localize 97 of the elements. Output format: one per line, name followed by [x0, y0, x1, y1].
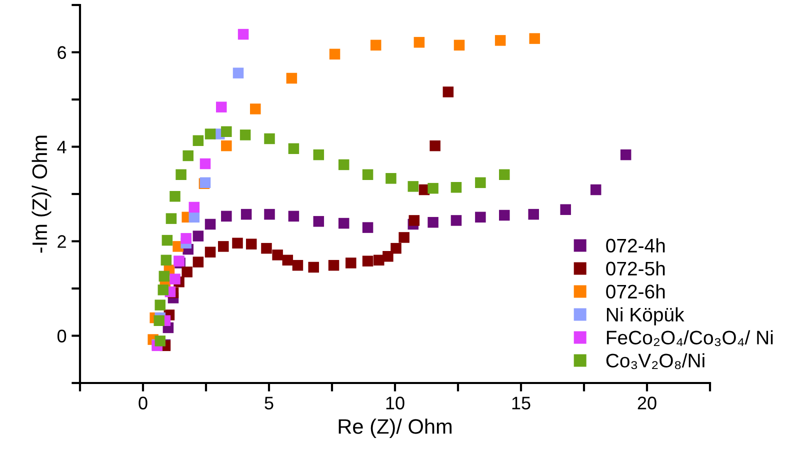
point	[282, 254, 294, 266]
point	[362, 222, 374, 233]
point	[182, 266, 192, 278]
point	[272, 250, 283, 260]
point	[450, 215, 462, 226]
y-axis-title: -Im (Z)/ Ohm	[32, 136, 52, 253]
point	[160, 254, 172, 266]
point	[430, 140, 440, 152]
point	[240, 208, 252, 220]
point	[238, 28, 249, 40]
point	[176, 169, 186, 180]
point	[288, 210, 300, 222]
point	[620, 149, 632, 160]
point	[370, 40, 382, 51]
point	[154, 315, 165, 326]
point	[170, 190, 180, 202]
point	[292, 260, 304, 271]
point	[246, 238, 257, 250]
point	[428, 216, 438, 228]
legend-label: 072-5h	[606, 261, 665, 276]
legend-label: FeCo₂O₄/Co₃O₄/ Ni	[606, 330, 773, 346]
point	[182, 150, 194, 162]
point	[232, 68, 244, 78]
point	[162, 234, 173, 246]
point	[408, 215, 420, 226]
point	[216, 102, 227, 112]
legend-label: 072-4h	[606, 238, 665, 253]
point	[338, 159, 350, 170]
x-tick-label: 15	[512, 396, 530, 410]
y-tick-label: 4	[57, 140, 66, 154]
point	[192, 256, 204, 268]
point	[338, 218, 350, 229]
point	[560, 204, 571, 215]
legend-label: 072-6h	[606, 284, 665, 299]
point	[362, 256, 374, 266]
point	[329, 48, 340, 60]
x-tick-label: 0	[138, 396, 148, 410]
x-tick-label: 10	[386, 396, 404, 410]
point	[475, 177, 486, 188]
point	[218, 241, 229, 252]
point	[221, 210, 232, 222]
point	[428, 182, 438, 194]
point	[475, 212, 486, 223]
y-tick-label: 2	[58, 235, 66, 248]
point	[264, 133, 275, 144]
point	[180, 233, 192, 244]
point	[170, 274, 180, 284]
point	[188, 212, 200, 223]
legend-label: Ni Köpük	[606, 307, 684, 326]
point	[414, 36, 425, 48]
point	[264, 208, 275, 220]
point	[204, 218, 216, 230]
point	[390, 242, 402, 254]
point	[313, 216, 324, 227]
point	[590, 184, 602, 196]
point	[494, 35, 506, 46]
point	[188, 202, 200, 213]
y-tick-label: 6	[58, 46, 66, 59]
x-tick-label: 20	[638, 396, 656, 410]
point	[386, 173, 396, 184]
point	[204, 246, 216, 258]
point	[288, 143, 300, 154]
point	[232, 238, 243, 249]
legend-label: Co₃V₂O₈/Ni	[606, 353, 704, 370]
y-tick-label: 0	[57, 330, 66, 342]
point	[498, 210, 510, 221]
point	[158, 284, 169, 296]
point	[528, 208, 539, 220]
point	[450, 182, 462, 193]
point	[442, 86, 454, 98]
point	[154, 300, 166, 310]
point	[200, 158, 211, 170]
point	[286, 72, 298, 84]
point	[308, 262, 319, 273]
point	[362, 169, 374, 180]
point	[382, 250, 394, 262]
point	[498, 169, 510, 180]
x-axis-title: Re (Z)/ Ohm	[338, 418, 452, 438]
point	[240, 130, 251, 140]
point	[166, 213, 177, 224]
point	[192, 230, 204, 242]
point	[529, 33, 540, 44]
point	[154, 336, 166, 346]
point	[204, 128, 216, 140]
point	[398, 232, 410, 243]
point	[313, 149, 324, 160]
point	[408, 181, 419, 192]
x-tick-label: 5	[264, 396, 274, 410]
point	[221, 140, 232, 152]
point	[192, 135, 204, 146]
point	[158, 270, 170, 282]
point	[454, 40, 465, 51]
point	[261, 242, 272, 254]
point	[328, 260, 340, 271]
point	[346, 258, 356, 268]
point	[250, 104, 261, 114]
point	[221, 126, 232, 138]
